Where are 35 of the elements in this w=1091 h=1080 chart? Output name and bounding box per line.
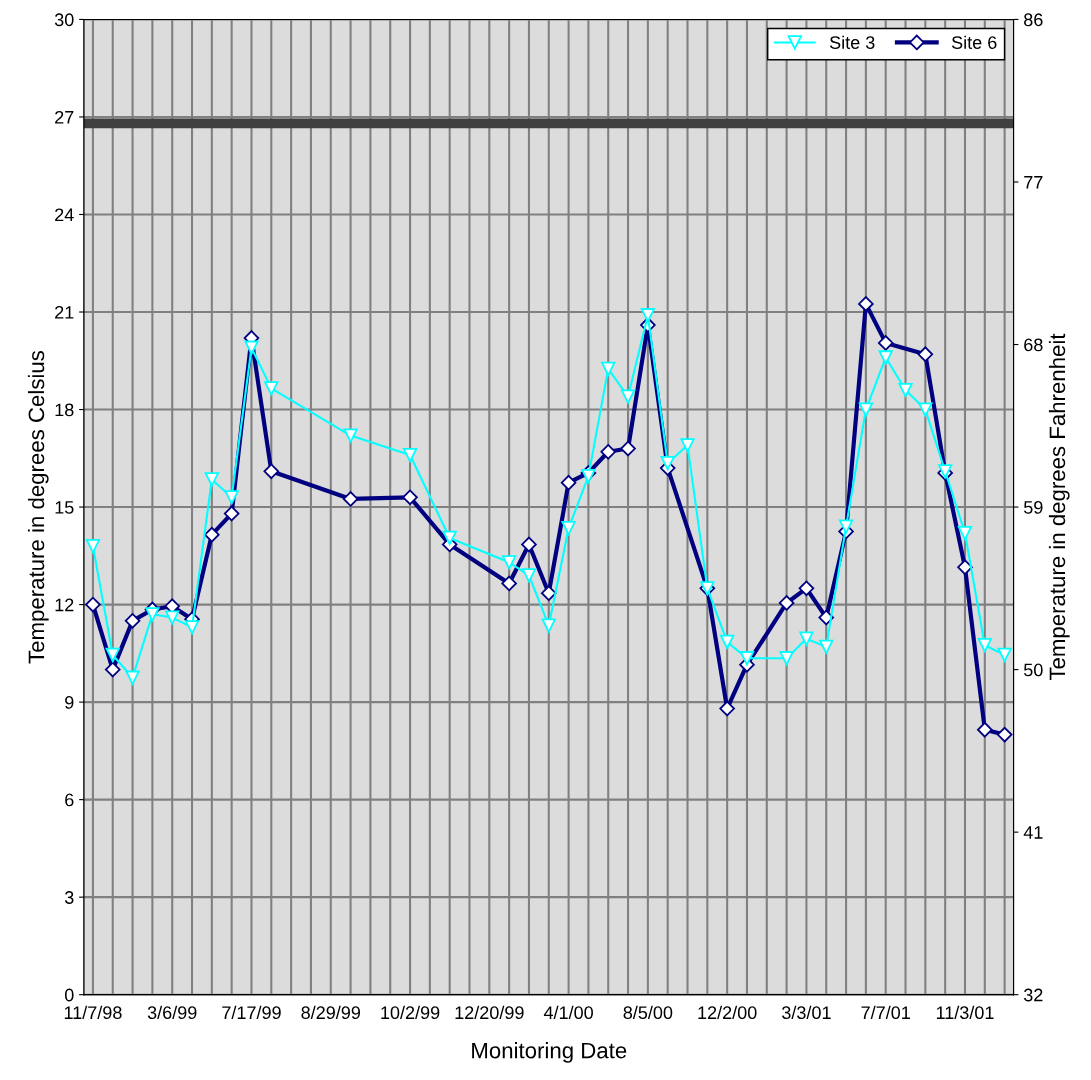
x-tick-label: 7/7/01 — [861, 1005, 910, 1020]
legend-label: Site 3 — [829, 35, 875, 49]
y2-tick-label: 68 — [1024, 338, 1043, 352]
x-tick-label: 11/3/01 — [936, 1005, 994, 1020]
y-tick-label: 6 — [65, 793, 74, 807]
x-tick-label: 11/7/98 — [64, 1005, 122, 1020]
x-tick-label: 10/2/99 — [381, 1005, 440, 1020]
y-tick-label: 24 — [55, 208, 74, 222]
y-tick-label: 15 — [55, 501, 74, 514]
y2-axis-title: Temperature in degrees Fahrenheit — [1048, 333, 1070, 681]
x-tick-label: 12/2/00 — [698, 1005, 757, 1020]
legend-label: Site 6 — [951, 35, 997, 49]
x-tick-label: 3/3/01 — [782, 1005, 831, 1020]
y-tick-label: 3 — [64, 891, 74, 904]
x-tick-label: 8/29/99 — [301, 1005, 361, 1020]
y2-tick-label: 41 — [1023, 826, 1043, 839]
x-tick-label: 3/6/99 — [147, 1005, 197, 1020]
y2-tick-label: 59 — [1023, 500, 1043, 514]
y-tick-label: 9 — [65, 696, 74, 709]
y-tick-label: 0 — [64, 988, 74, 1002]
y-tick-label: 18 — [55, 403, 74, 417]
y2-tick-label: 77 — [1024, 176, 1043, 189]
y-tick-label: 21 — [55, 305, 74, 319]
y2-tick-label: 32 — [1023, 988, 1043, 1002]
y2-tick-label: 50 — [1023, 663, 1043, 677]
y-axis-title: Temperature in degrees Celsius — [27, 350, 49, 664]
x-axis-title: Monitoring Date — [472, 1042, 627, 1063]
y2-tick-label: 86 — [1024, 13, 1043, 27]
x-tick-label: 12/20/99 — [455, 1005, 524, 1020]
x-tick-label: 8/5/00 — [623, 1005, 673, 1020]
y-tick-label: 12 — [55, 598, 74, 612]
x-tick-label: 7/17/99 — [222, 1005, 281, 1020]
y-tick-label: 30 — [54, 13, 74, 27]
x-tick-label: 4/1/00 — [543, 1005, 593, 1020]
y-tick-label: 27 — [55, 110, 74, 124]
